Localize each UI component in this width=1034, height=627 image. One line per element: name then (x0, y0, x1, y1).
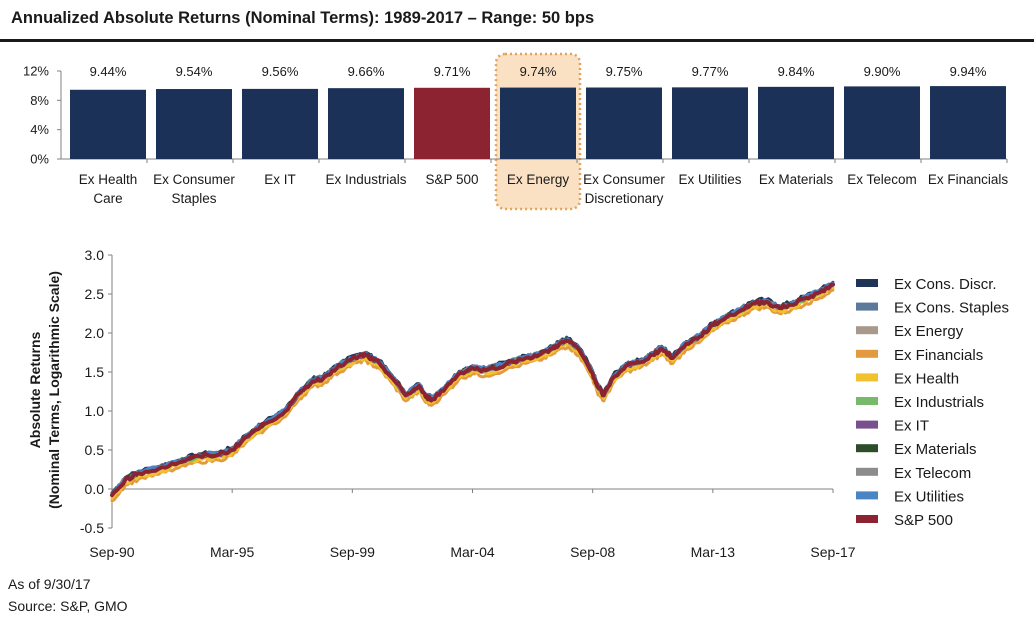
line-y-tick-label: 3.0 (85, 247, 105, 263)
bar-category-label: Ex Consumer (583, 172, 665, 187)
line-y-tick-label: 0.5 (85, 442, 105, 458)
legend-swatch-ex-telecom (856, 467, 878, 476)
bar-category-label: Ex IT (264, 172, 296, 187)
series-line-ex-utilities (110, 281, 835, 496)
line-y-axis-subtitle: (Nominal Terms, Logarithmic Scale) (46, 271, 62, 509)
bar-data-label: 9.90% (864, 64, 901, 79)
legend-label: Ex Cons. Discr. (894, 276, 997, 293)
bar-category-label: Staples (171, 191, 216, 206)
bar-data-label: 9.56% (262, 64, 299, 79)
bar-y-tick-label: 8% (30, 93, 49, 108)
bar-category-label: Ex Health (79, 172, 138, 187)
line-x-tick-label: Sep-99 (330, 544, 375, 560)
legend-swatch-ex-health (856, 373, 878, 382)
line-y-tick-label: 1.5 (85, 364, 105, 380)
chart-title: Annualized Absolute Returns (Nominal Ter… (11, 9, 595, 27)
legend-label: Ex Telecom (894, 465, 971, 482)
bar-sandp-500 (414, 87, 490, 159)
series-line-ex-health (110, 285, 835, 500)
bar-data-label: 9.94% (950, 64, 987, 79)
legend-swatch-ex-utilities (856, 491, 878, 500)
line-y-tick-label: 0.0 (85, 481, 105, 497)
line-y-tick-label: 1.0 (85, 403, 105, 419)
bar-data-label: 9.71% (434, 64, 471, 79)
title-underline (0, 39, 1034, 42)
legend-swatch-ex-cons-discr (856, 279, 878, 287)
line-y-tick-label: -0.5 (80, 520, 104, 536)
legend-label: Ex Financials (894, 347, 983, 364)
series-line-sandp-500 (110, 282, 835, 498)
bar-category-label: Ex Utilities (678, 172, 741, 187)
legend-swatch-sandp-500 (856, 515, 878, 523)
series-line-ex-telecom (110, 283, 835, 497)
bar-ex-utilities (672, 87, 748, 159)
bar-data-label: 9.84% (778, 64, 815, 79)
line-x-tick-label: Mar-95 (210, 544, 255, 560)
bar-data-label: 9.54% (176, 64, 213, 79)
bar-ex-materials (758, 86, 834, 159)
legend-label: Ex Health (894, 370, 959, 387)
legend-swatch-ex-energy (856, 326, 878, 335)
line-y-tick-label: 2.0 (85, 325, 105, 341)
series-line-ex-cons-discr (110, 280, 835, 495)
bar-chart: 0% 4% 8% 12% 9.44% Ex Health Care 9.54% Ex Consu… (23, 52, 1009, 211)
series-line-ex-energy (110, 283, 835, 498)
line-y-tick-label: 2.5 (85, 286, 105, 302)
source-note: Source: S&P, GMO (8, 598, 128, 614)
bar-category-label: Care (93, 191, 122, 206)
series-line-ex-financials (110, 288, 835, 503)
legend-label: S&P 500 (894, 512, 953, 529)
line-x-tick-label: Sep-08 (570, 544, 615, 560)
legend-label: Ex IT (894, 418, 929, 435)
bar-data-label: 9.77% (692, 64, 729, 79)
series-line-ex-cons-staples (110, 281, 835, 496)
bar-category-label: Ex Industrials (325, 172, 406, 187)
bar-ex-health-care (70, 89, 146, 159)
legend-swatch-ex-cons-staples (856, 302, 878, 311)
legend-label: Ex Industrials (894, 394, 984, 411)
bar-y-tick-label: 4% (30, 122, 49, 137)
bar-category-label: Ex Materials (759, 172, 834, 187)
series-line-ex-materials (110, 282, 835, 496)
legend-swatch-ex-financials (856, 349, 878, 358)
line-x-tick-label: Sep-17 (810, 544, 855, 560)
line-x-tick-label: Mar-04 (450, 544, 495, 560)
bar-ex-financials (930, 86, 1006, 159)
bar-data-label: 9.74% (520, 64, 557, 79)
legend-swatch-ex-it (856, 420, 878, 429)
line-x-tick-label: Mar-13 (691, 544, 736, 560)
bar-ex-consumer-discretionary (586, 87, 662, 159)
legend-swatch-ex-materials (856, 444, 878, 453)
bar-category-label: Ex Energy (507, 172, 570, 187)
line-y-axis-title: Absolute Returns (27, 331, 43, 448)
bar-y-tick-label: 0% (30, 152, 49, 167)
bar-data-label: 9.66% (348, 64, 385, 79)
bar-category-label: Ex Consumer (153, 172, 235, 187)
bar-category-label: Discretionary (585, 191, 664, 206)
bar-ex-industrials (328, 88, 404, 159)
bar-ex-it (242, 88, 318, 159)
bar-category-label: Ex Financials (928, 172, 1009, 187)
legend-label: Ex Cons. Staples (894, 300, 1009, 317)
as-of-note: As of 9/30/17 (8, 576, 91, 592)
legend-label: Ex Utilities (894, 488, 964, 505)
bar-ex-consumer-staples (156, 89, 232, 159)
bar-category-label: S&P 500 (425, 172, 478, 187)
bar-data-label: 9.75% (606, 64, 643, 79)
legend-swatch-ex-industrials (856, 397, 878, 405)
line-x-tick-label: Sep-90 (89, 544, 134, 560)
bar-ex-energy (500, 87, 576, 159)
legend-label: Ex Materials (894, 441, 977, 458)
series-line-ex-industrials (110, 283, 835, 497)
series-line-ex-it (110, 283, 835, 497)
bar-ex-telecom (844, 86, 920, 159)
bar-data-label: 9.44% (90, 64, 127, 79)
bar-y-tick-label: 12% (23, 64, 49, 79)
legend-label: Ex Energy (894, 323, 964, 340)
bar-category-label: Ex Telecom (847, 172, 917, 187)
